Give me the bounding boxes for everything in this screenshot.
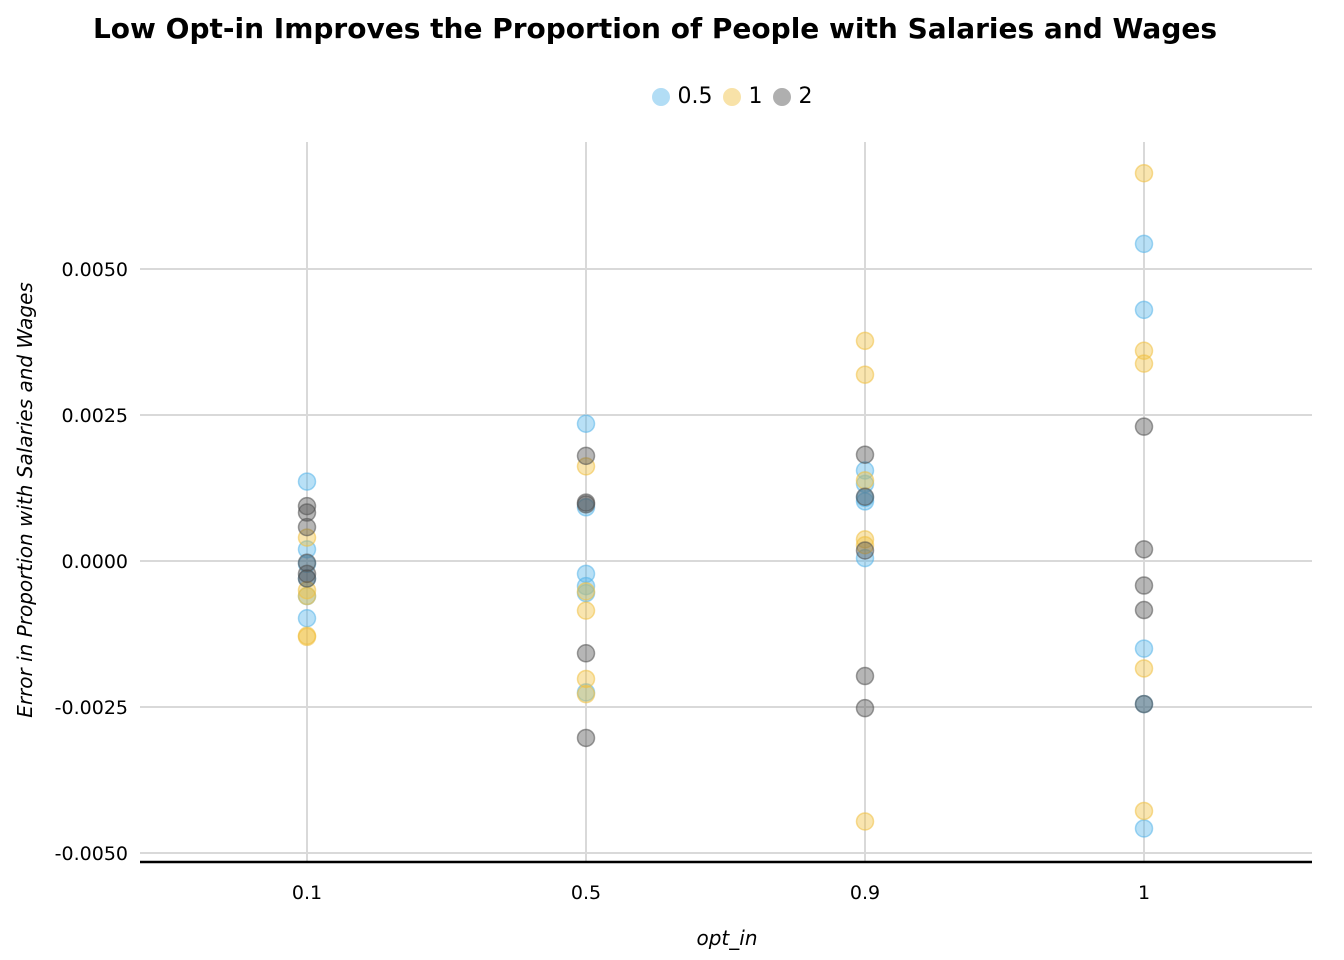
legend-item: 0.5 bbox=[651, 84, 713, 109]
x-axis-title: opt_in bbox=[696, 926, 757, 950]
legend-label: 1 bbox=[748, 84, 763, 109]
data-point-series-2 bbox=[576, 728, 596, 748]
data-point-series-1 bbox=[855, 471, 875, 490]
data-point-series-1 bbox=[576, 684, 596, 704]
data-point-series-0.5 bbox=[855, 548, 875, 568]
data-point-series-2 bbox=[1134, 540, 1154, 559]
data-point-series-2 bbox=[1134, 694, 1154, 714]
data-point-series-2 bbox=[1134, 417, 1154, 436]
data-point-series-1 bbox=[855, 365, 875, 384]
data-point-series-2 bbox=[1134, 600, 1154, 620]
data-point-series-2 bbox=[576, 495, 596, 514]
data-point-series-1 bbox=[576, 601, 596, 620]
legend-label: 2 bbox=[798, 84, 813, 109]
y-axis-title: Error in Proportion with Salaries and Wa… bbox=[13, 282, 37, 718]
legend-swatch bbox=[772, 87, 791, 106]
data-point-series-0.5 bbox=[297, 472, 317, 491]
data-point-series-1 bbox=[855, 535, 875, 555]
legend-swatch bbox=[651, 87, 670, 106]
data-point-series-2 bbox=[855, 445, 875, 464]
data-point-series-0.5 bbox=[1134, 234, 1154, 254]
data-point-series-0.5 bbox=[1134, 819, 1154, 838]
data-point-series-1 bbox=[855, 812, 875, 831]
y-tick-label: 0.0000 bbox=[62, 551, 128, 573]
data-point-series-1 bbox=[1134, 354, 1154, 373]
data-point-series-1 bbox=[576, 582, 596, 601]
legend-label: 0.5 bbox=[677, 84, 713, 109]
data-point-series-0.5 bbox=[576, 414, 596, 434]
data-point-series-2 bbox=[297, 517, 317, 537]
data-point-series-0.5 bbox=[855, 461, 875, 480]
x-tick-label: 0.5 bbox=[571, 882, 601, 904]
data-point-series-2 bbox=[297, 496, 317, 516]
data-point-series-0.5 bbox=[1134, 639, 1154, 658]
data-point-series-0.5 bbox=[576, 576, 596, 596]
legend-swatch bbox=[722, 87, 741, 106]
x-tick-label: 0.9 bbox=[850, 882, 880, 904]
data-point-series-1 bbox=[1134, 801, 1154, 821]
legend-item: 1 bbox=[722, 84, 763, 109]
x-tick-label: 0.1 bbox=[292, 882, 322, 904]
data-point-series-1 bbox=[576, 457, 596, 476]
y-tick-label: 0.0050 bbox=[62, 259, 128, 281]
data-point-series-1 bbox=[1134, 163, 1154, 183]
legend-item: 2 bbox=[772, 84, 813, 109]
y-tick-label: -0.0025 bbox=[55, 697, 128, 719]
data-point-series-1 bbox=[576, 669, 596, 689]
data-point-series-0.5 bbox=[1134, 300, 1154, 320]
data-point-series-0.5 bbox=[855, 492, 875, 511]
data-point-series-2 bbox=[297, 569, 317, 588]
data-point-series-2 bbox=[297, 503, 317, 522]
grid-lines bbox=[140, 142, 1312, 862]
data-point-series-2 bbox=[855, 666, 875, 686]
data-point-series-1 bbox=[1134, 341, 1154, 361]
data-point-series-1 bbox=[297, 528, 317, 547]
y-tick-label: 0.0025 bbox=[62, 405, 128, 427]
axes: -0.0050 -0.0025 0.0000 0.0025 0.0050 0.1 0.5 0.… bbox=[55, 259, 1312, 904]
data-point-series-2 bbox=[855, 487, 875, 507]
data-point-series-2 bbox=[1134, 576, 1154, 595]
data-point-series-2 bbox=[297, 564, 317, 584]
data-point-series-1 bbox=[855, 331, 875, 351]
data-point-series-1 bbox=[297, 586, 317, 606]
data-point-series-1 bbox=[297, 626, 317, 646]
data-point-series-1 bbox=[1134, 659, 1154, 678]
legend: 0.5 1 2 bbox=[0, 84, 1344, 109]
x-tick-label: 1 bbox=[1138, 882, 1150, 904]
data-point-series-2 bbox=[576, 446, 596, 466]
data-point-series-2 bbox=[576, 644, 596, 663]
data-point-series-2 bbox=[855, 698, 875, 718]
data-point-series-2 bbox=[855, 541, 875, 560]
data-point-series-0.5 bbox=[297, 608, 317, 628]
data-points bbox=[297, 163, 1154, 838]
chart-title: Low Opt-in Improves the Proportion of Pe… bbox=[92, 12, 1218, 45]
y-tick-label: -0.0050 bbox=[55, 843, 128, 865]
